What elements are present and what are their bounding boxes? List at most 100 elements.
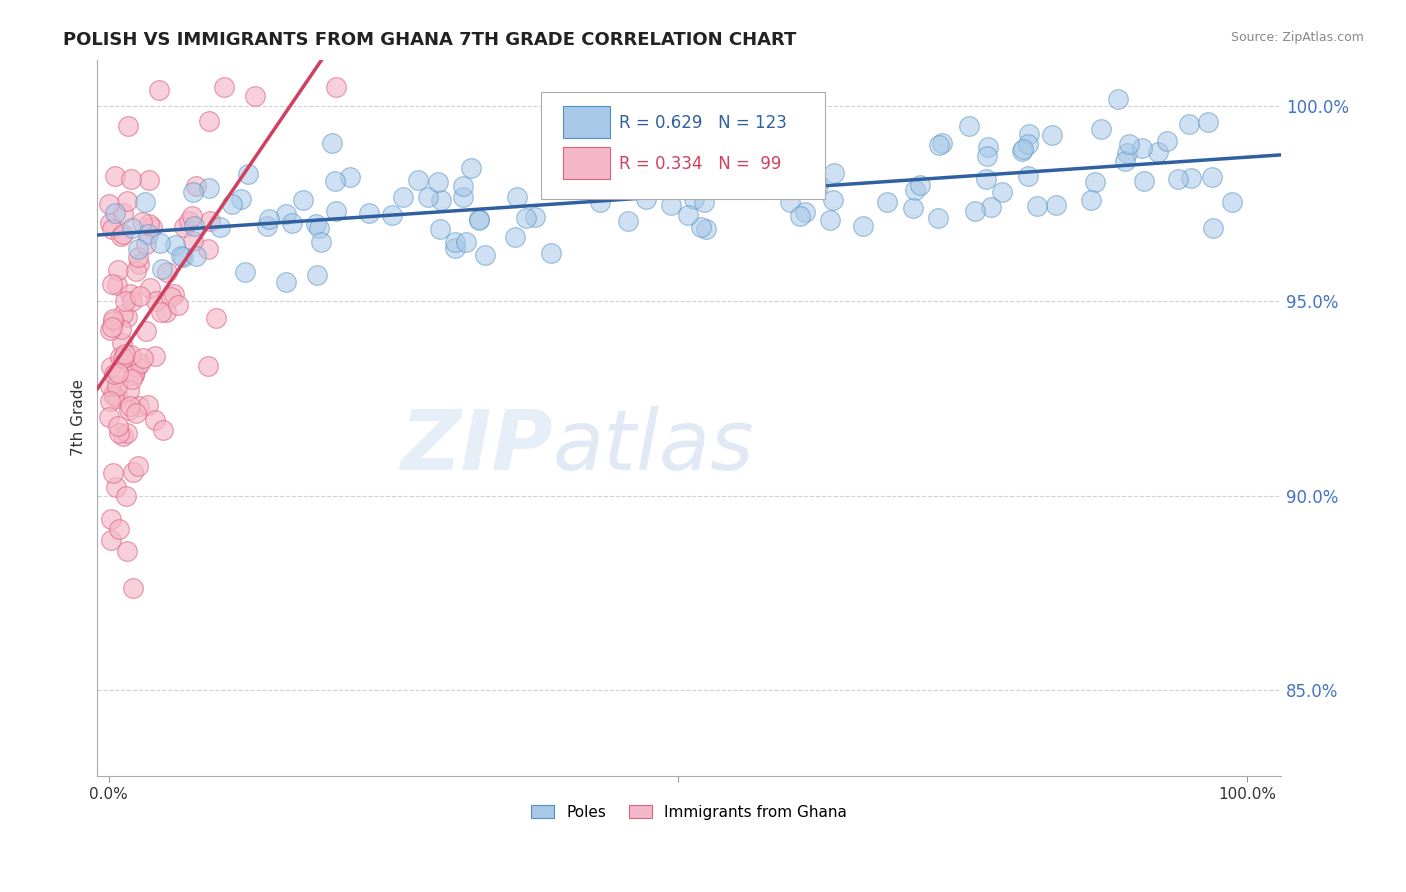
Point [152, 423, 174, 437]
Point [903, 183, 925, 197]
Point [323, 174, 346, 188]
Point [155, 305, 177, 319]
Point [1025, 199, 1047, 213]
Point [1147, 145, 1170, 160]
Point [308, 221, 330, 235]
Point [120, 399, 142, 413]
Point [136, 398, 159, 412]
Point [98, 409, 121, 424]
Point [1045, 198, 1067, 212]
Point [928, 138, 950, 153]
Point [991, 185, 1014, 199]
Point [1011, 144, 1033, 158]
Point [683, 192, 706, 206]
Point [214, 79, 236, 94]
Point [107, 522, 129, 536]
Point [1116, 146, 1139, 161]
Point [692, 194, 714, 209]
Point [565, 179, 588, 194]
Point [444, 241, 467, 255]
Point [117, 426, 139, 441]
Point [131, 351, 153, 366]
Point [118, 383, 141, 397]
Point [676, 208, 699, 222]
Point [112, 307, 135, 321]
Text: ZIP: ZIP [401, 406, 553, 487]
Point [108, 350, 131, 364]
Point [876, 194, 898, 209]
Point [309, 235, 332, 249]
Point [927, 211, 949, 226]
Point [172, 250, 194, 264]
Point [980, 200, 1002, 214]
Point [143, 349, 166, 363]
Point [138, 173, 160, 187]
Point [115, 194, 138, 209]
Point [524, 210, 547, 224]
Point [1080, 193, 1102, 207]
Point [186, 249, 208, 263]
Point [468, 212, 491, 227]
Point [794, 205, 817, 219]
Point [276, 207, 298, 221]
Point [1083, 175, 1105, 189]
Point [599, 169, 621, 183]
Point [100, 319, 122, 334]
Point [406, 172, 429, 186]
Point [276, 275, 298, 289]
Point [779, 194, 801, 209]
Point [540, 245, 562, 260]
Point [1114, 154, 1136, 169]
Point [305, 217, 328, 231]
Point [127, 250, 149, 264]
Text: Source: ZipAtlas.com: Source: ZipAtlas.com [1230, 31, 1364, 45]
Point [177, 214, 200, 228]
Point [120, 287, 142, 301]
Text: R = 0.629   N = 123: R = 0.629 N = 123 [619, 113, 787, 132]
Point [325, 204, 347, 219]
Point [101, 277, 124, 292]
Point [180, 209, 202, 223]
Point [233, 264, 256, 278]
Point [145, 294, 167, 309]
Point [122, 367, 145, 381]
Point [1201, 221, 1223, 235]
Point [125, 406, 148, 420]
Point [150, 262, 173, 277]
Point [257, 212, 280, 227]
Point [104, 206, 127, 220]
Point [737, 158, 759, 172]
Point [1018, 127, 1040, 141]
Point [307, 268, 329, 283]
Point [1197, 115, 1219, 129]
Point [339, 170, 361, 185]
Point [1130, 141, 1153, 155]
Point [100, 359, 122, 374]
Bar [562, 147, 610, 179]
Point [160, 290, 183, 304]
Point [148, 83, 170, 97]
Text: R = 0.334   N =  99: R = 0.334 N = 99 [619, 154, 782, 172]
Point [451, 179, 474, 194]
Point [818, 212, 841, 227]
Point [381, 208, 404, 222]
Point [125, 264, 148, 278]
Point [143, 413, 166, 427]
Point [772, 162, 794, 177]
Point [976, 149, 998, 163]
Point [208, 219, 231, 234]
Point [823, 166, 845, 180]
Point [183, 219, 205, 233]
Point [1180, 171, 1202, 186]
Point [110, 321, 132, 335]
Point [778, 153, 800, 167]
Point [689, 219, 711, 234]
Point [198, 214, 221, 228]
Point [149, 304, 172, 318]
Point [127, 242, 149, 256]
Point [695, 222, 717, 236]
Point [127, 458, 149, 473]
Point [107, 263, 129, 277]
Point [583, 175, 606, 189]
Point [974, 171, 997, 186]
